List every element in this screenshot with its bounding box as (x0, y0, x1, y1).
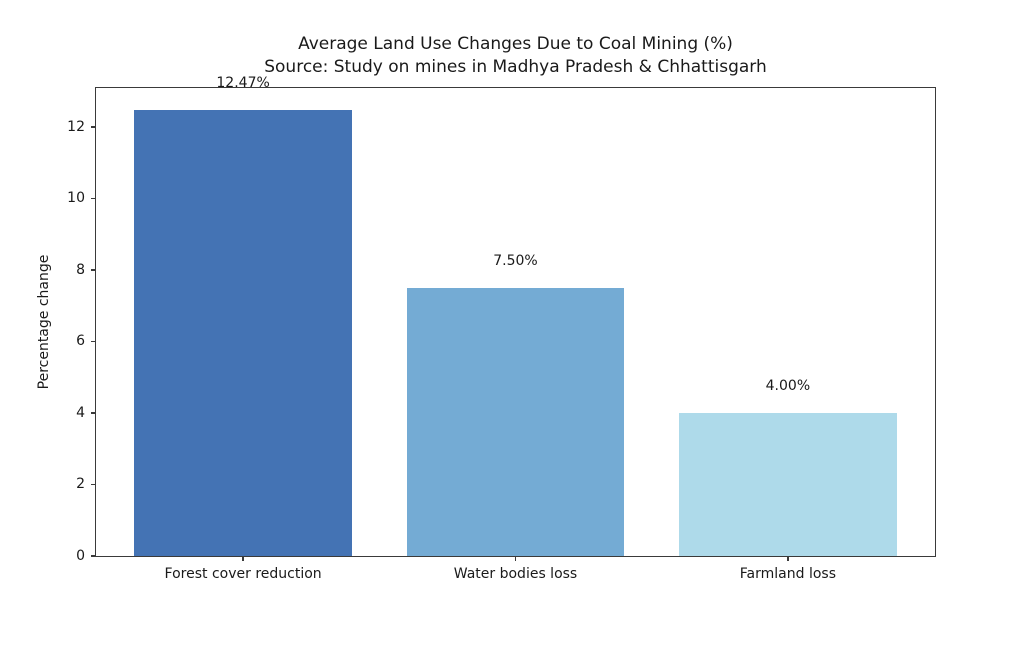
y-tick-mark (91, 555, 96, 557)
bar-water-bodies-loss (406, 287, 625, 556)
x-tick-mark (242, 556, 244, 561)
y-tick-mark (91, 126, 96, 128)
y-tick-label: 8 (76, 261, 85, 278)
chart-title-block: Average Land Use Changes Due to Coal Min… (95, 33, 936, 79)
y-tick-mark (91, 412, 96, 414)
bar-forest-cover-reduction (134, 110, 353, 556)
bar-farmland-loss (678, 413, 897, 556)
x-tick-label-water-bodies-loss: Water bodies loss (453, 566, 578, 582)
x-tick-mark (514, 556, 517, 561)
y-axis-label: Percentage change (36, 254, 52, 390)
y-tick-label: 0 (76, 548, 85, 564)
y-tick-label: 10 (67, 190, 85, 207)
x-tick-label-forest-cover-reduction: Forest cover reduction (164, 566, 322, 582)
x-tick-label-farmland-loss: Farmland loss (739, 566, 836, 582)
y-tick-mark (91, 483, 96, 486)
y-tick-mark (91, 197, 96, 200)
y-tick-mark (91, 340, 96, 343)
chart-subtitle: Source: Study on mines in Madhya Pradesh… (264, 57, 767, 77)
bar-value-label-farmland-loss: 4.00% (765, 378, 811, 395)
y-tick-label: 4 (76, 404, 85, 421)
y-tick-label: 12 (67, 118, 85, 135)
y-tick-label: 2 (76, 476, 85, 493)
y-tick-mark (91, 269, 96, 271)
x-tick-mark (787, 556, 789, 561)
bar-value-label-forest-cover-reduction: 12.47% (216, 75, 270, 92)
bar-value-label-water-bodies-loss: 7.50% (493, 252, 538, 269)
y-tick-label: 6 (76, 333, 85, 350)
plot-area: 12.47% Forest cover reduction 7.50% Water b… (67, 75, 936, 582)
chart-title: Average Land Use Changes Due to Coal Min… (298, 34, 733, 54)
